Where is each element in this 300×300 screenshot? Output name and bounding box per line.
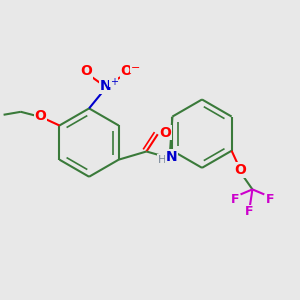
Text: F: F — [245, 206, 254, 218]
Text: O: O — [34, 109, 46, 123]
Text: +: + — [110, 76, 118, 87]
Text: O: O — [120, 64, 132, 78]
Text: F: F — [231, 193, 240, 206]
Text: H: H — [158, 154, 166, 164]
Text: F: F — [266, 193, 275, 206]
Text: O: O — [234, 163, 246, 177]
Text: O: O — [159, 126, 171, 140]
Text: O: O — [80, 64, 92, 78]
Text: −: − — [130, 63, 140, 73]
Text: N: N — [166, 150, 178, 164]
Text: N: N — [100, 79, 111, 93]
